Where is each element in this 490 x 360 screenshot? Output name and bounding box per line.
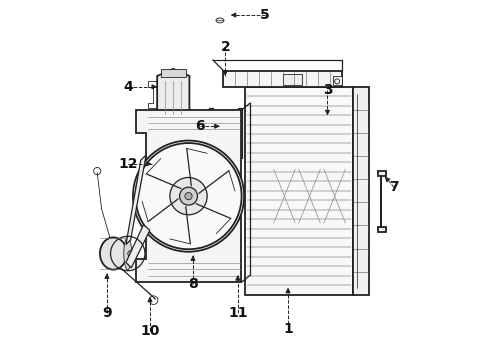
- Polygon shape: [245, 87, 353, 295]
- Polygon shape: [209, 108, 242, 158]
- Text: 5: 5: [260, 8, 270, 22]
- Text: 4: 4: [123, 80, 133, 94]
- Text: 6: 6: [196, 119, 205, 133]
- Polygon shape: [378, 171, 386, 232]
- Text: 10: 10: [140, 324, 160, 338]
- Polygon shape: [126, 155, 146, 244]
- Ellipse shape: [216, 18, 224, 23]
- Polygon shape: [126, 225, 150, 268]
- Text: 2: 2: [220, 40, 230, 54]
- Polygon shape: [161, 69, 186, 77]
- Polygon shape: [157, 69, 190, 116]
- Polygon shape: [333, 76, 342, 85]
- Text: 9: 9: [102, 306, 112, 320]
- Polygon shape: [136, 110, 242, 282]
- Circle shape: [179, 187, 197, 205]
- Text: 3: 3: [323, 84, 332, 97]
- Polygon shape: [283, 74, 302, 85]
- Text: 11: 11: [228, 306, 247, 320]
- Text: 12: 12: [119, 157, 138, 171]
- Circle shape: [128, 251, 133, 256]
- Circle shape: [185, 193, 192, 200]
- Text: 8: 8: [188, 277, 198, 291]
- Text: 1: 1: [283, 322, 293, 336]
- Circle shape: [133, 140, 244, 252]
- Circle shape: [170, 177, 207, 215]
- Ellipse shape: [124, 237, 132, 270]
- Polygon shape: [223, 71, 342, 87]
- Ellipse shape: [100, 237, 127, 270]
- Polygon shape: [353, 87, 368, 295]
- Text: 7: 7: [389, 180, 399, 194]
